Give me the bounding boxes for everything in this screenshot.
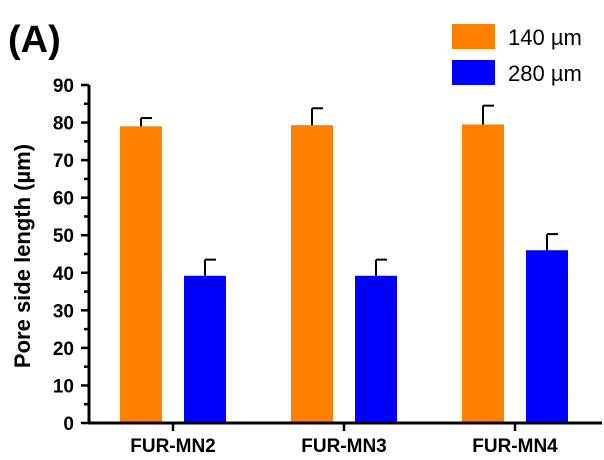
y-tick-label: 60 [53,189,74,210]
y-tick-label: 0 [63,414,74,435]
x-category-label: FUR-MN2 [130,436,216,457]
y-axis-ticks: 0 10 20 30 40 50 60 70 80 90 [53,76,89,435]
legend-label-280: 280 µm [508,61,582,86]
bar-fur-mn2-280 [184,275,226,423]
legend: 140 µm 280 µm [452,24,582,86]
x-category-label: FUR-MN4 [472,436,558,457]
bars [120,104,568,424]
legend-swatch-140 [452,24,495,49]
panel-label: (A) [8,19,61,61]
bar-fur-mn4-280 [526,250,568,423]
y-tick-label: 50 [53,226,74,247]
bar-fur-mn2-140 [120,126,162,424]
legend-label-140: 140 µm [508,25,582,50]
y-tick-label: 10 [53,376,74,397]
y-axis-title: Pore side length (µm) [10,144,35,368]
legend-swatch-280 [452,60,495,85]
y-tick-label: 70 [53,151,74,172]
y-tick-label: 20 [53,339,74,360]
y-tick-label: 90 [53,76,74,97]
bar-fur-mn4-140 [462,124,504,423]
bar-fur-mn3-140 [291,125,333,423]
bar-fur-mn3-280 [355,275,397,423]
y-tick-label: 30 [53,301,74,322]
x-category-label: FUR-MN3 [301,436,387,457]
y-tick-label: 80 [53,114,74,135]
y-tick-label: 40 [53,264,74,285]
x-axis-categories: FUR-MN2 FUR-MN3 FUR-MN4 [130,423,558,457]
